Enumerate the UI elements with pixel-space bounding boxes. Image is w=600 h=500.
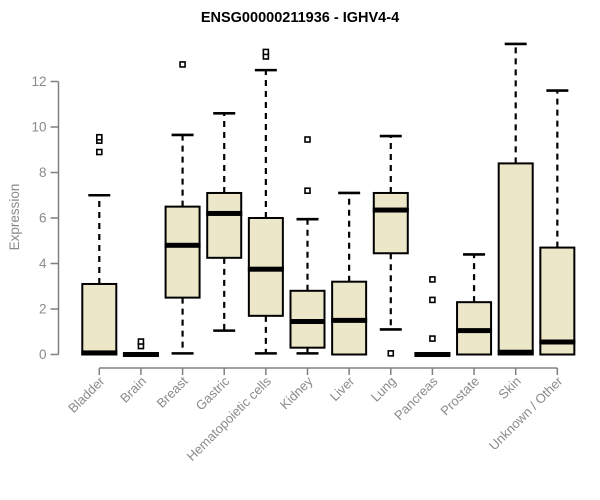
median-lung: [372, 207, 409, 213]
median-liver: [331, 317, 368, 323]
x-tick-label: Gastric: [193, 373, 233, 413]
x-tick-label: Lung: [368, 374, 399, 405]
x-tick-label: Unknown / Other: [486, 373, 566, 453]
outlier-brain: [137, 338, 145, 345]
outlier-bladder: [96, 148, 103, 156]
box-bladder: [81, 282, 118, 356]
outlier-bladder: [96, 133, 103, 141]
x-tick-label: Prostate: [437, 374, 482, 419]
median-gastric: [206, 210, 243, 216]
x-tick-label: Skin: [495, 374, 523, 402]
x-tick-label: Brain: [117, 374, 149, 406]
median-hematopoietic-cells: [247, 266, 284, 272]
x-tick-label: Pancreas: [391, 373, 441, 423]
outlier-pancreas: [429, 335, 436, 342]
outlier-kidney: [304, 187, 311, 194]
median-skin: [497, 349, 534, 355]
box-unknown-other: [539, 246, 576, 356]
median-pancreas: [414, 352, 451, 357]
outlier-pancreas: [429, 276, 436, 283]
y-tick-label: 2: [39, 302, 47, 317]
x-tick-label: Kidney: [277, 373, 316, 412]
median-kidney: [289, 319, 326, 325]
x-tick-label: Liver: [327, 373, 358, 404]
box-breast: [164, 205, 201, 299]
chart-title: ENSG00000211936 - IGHV4-4: [201, 10, 399, 26]
outlier-lung: [387, 350, 395, 357]
y-tick-label: 8: [39, 165, 47, 180]
median-bladder: [81, 350, 118, 356]
y-tick-label: 6: [39, 211, 47, 226]
median-unknown-other: [539, 339, 576, 345]
y-tick-label: 4: [39, 256, 47, 271]
median-breast: [164, 242, 201, 248]
outlier-pancreas: [429, 296, 436, 304]
box-lung: [372, 191, 409, 255]
box-gastric: [206, 191, 243, 259]
outlier-breast: [179, 61, 186, 68]
outlier-kidney: [304, 136, 311, 143]
median-brain: [122, 352, 159, 357]
y-tick-label: 10: [31, 120, 46, 135]
x-tick-label: Breast: [154, 373, 191, 410]
box-skin: [497, 162, 534, 356]
outlier-hematopoietic-cells: [262, 48, 270, 56]
median-prostate: [456, 328, 493, 334]
y-axis-title: Expression: [7, 184, 22, 251]
y-tick-label: 0: [39, 347, 47, 362]
y-tick-label: 12: [31, 74, 46, 89]
x-tick-label: Bladder: [65, 373, 108, 416]
